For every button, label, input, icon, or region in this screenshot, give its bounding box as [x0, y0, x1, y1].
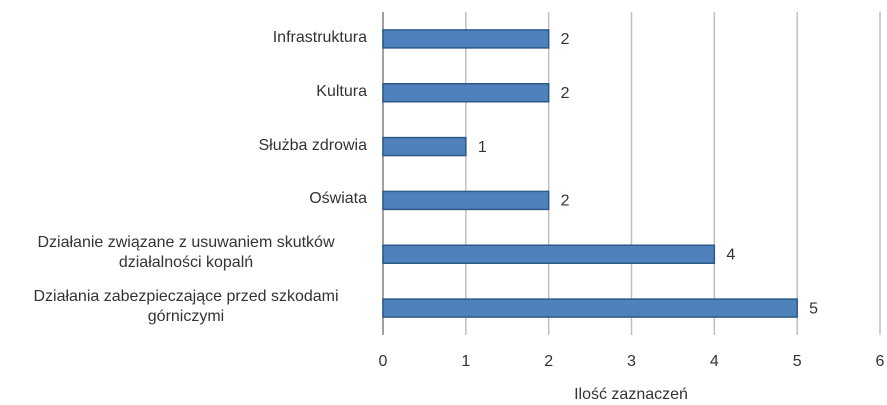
- bar: [382, 136, 467, 157]
- x-tick-label: 6: [876, 353, 885, 370]
- data-label: 5: [809, 300, 818, 317]
- bar: [382, 244, 716, 264]
- x-tick-label: 0: [379, 353, 388, 370]
- data-label: 2: [561, 193, 570, 210]
- bar: [382, 83, 550, 103]
- x-axis-label: Ilość zaznaczeń: [574, 386, 688, 403]
- y-tick-label: Działanie związane z usuwaniem skutków d…: [37, 234, 335, 272]
- x-tick-label: 2: [544, 353, 553, 370]
- y-tick-label: Służba zdrowia: [258, 136, 368, 154]
- x-tick-label: 5: [793, 353, 802, 370]
- y-tick-label: Infrastruktura: [272, 28, 367, 46]
- y-tick-label: Kultura: [316, 82, 367, 100]
- data-label: 2: [561, 85, 570, 102]
- bar: [382, 190, 550, 211]
- y-tick-label: Działania zabezpieczające przed szkodami…: [33, 288, 339, 326]
- x-tick-label: 3: [627, 353, 636, 370]
- data-label: 2: [561, 31, 570, 48]
- y-tick-label: Oświata: [309, 190, 367, 208]
- x-tick-label: 4: [710, 353, 719, 370]
- x-tick-label: 1: [461, 353, 470, 370]
- bar: [382, 298, 798, 318]
- data-label: 1: [478, 139, 487, 156]
- data-label: 4: [726, 246, 735, 263]
- bar: [382, 29, 550, 49]
